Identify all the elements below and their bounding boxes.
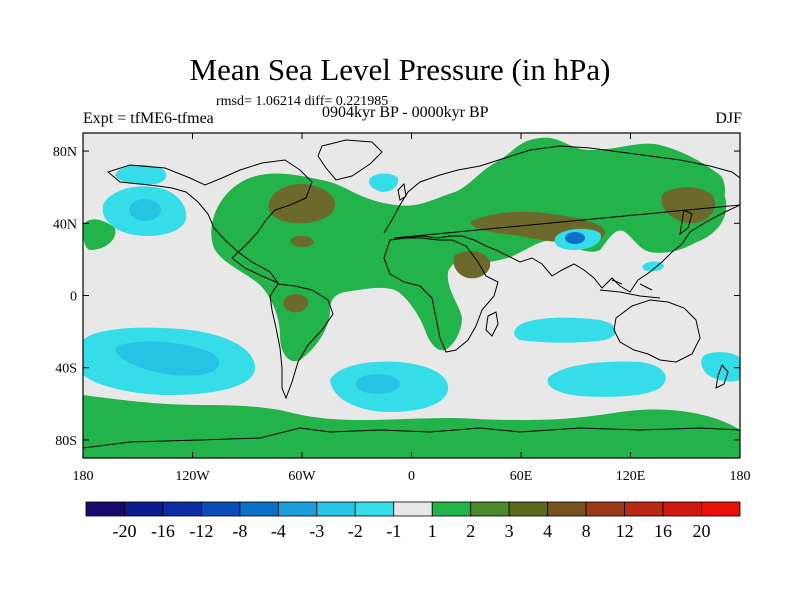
x-tick-label: 60E bbox=[510, 469, 533, 484]
colorbar-label: 4 bbox=[543, 521, 552, 541]
region-south-pacific-low-core bbox=[115, 341, 220, 376]
colorbar-swatch bbox=[701, 501, 741, 517]
y-tick-label: 0 bbox=[70, 290, 77, 305]
x-tick-label: 60W bbox=[288, 469, 316, 484]
colorbar-swatch bbox=[354, 501, 395, 517]
region-indian-ocean-low bbox=[514, 317, 616, 343]
colorbar-label: 2 bbox=[466, 521, 475, 541]
coast-south-america bbox=[269, 283, 334, 400]
chart-title: Mean Sea Level Pressure (in hPa) bbox=[189, 52, 611, 87]
colorbar-label: -3 bbox=[309, 521, 324, 541]
coast-new-zealand bbox=[715, 364, 729, 389]
region-north-pacific-green bbox=[83, 219, 116, 250]
colorbar-swatch bbox=[624, 501, 664, 517]
x-tick-label: 120W bbox=[175, 469, 210, 484]
colorbar-swatch bbox=[277, 501, 318, 517]
region-south-atlantic-low-core bbox=[356, 374, 400, 394]
region-north-atlantic-brown bbox=[268, 183, 335, 224]
region-alaska-low bbox=[115, 164, 167, 185]
colorbar: -20 -16 -12 -8 -4 -3 -2 -1 1 2 3 4 8 12 16 20 bbox=[85, 501, 741, 541]
season-label: DJF bbox=[715, 110, 742, 127]
experiment-label: Expt = tfME6-tfmea bbox=[83, 110, 214, 127]
region-south-america-brown bbox=[283, 294, 309, 313]
region-east-asia-brown bbox=[661, 187, 716, 224]
coast-africa bbox=[383, 237, 499, 353]
colorbar-label: 20 bbox=[693, 521, 711, 541]
region-tibet-low-core bbox=[565, 232, 585, 244]
coast-antarctica bbox=[83, 427, 740, 449]
colorbar-label: -8 bbox=[232, 521, 247, 541]
y-axis: 80N 40N 0 40S 80S bbox=[53, 145, 740, 449]
coast-uk bbox=[397, 182, 407, 201]
colorbar-label: -2 bbox=[348, 521, 363, 541]
colorbar-swatch bbox=[508, 501, 549, 517]
x-tick-label: 120E bbox=[616, 469, 646, 484]
region-north-pacific-low-core bbox=[129, 199, 161, 221]
colorbar-label: 12 bbox=[616, 521, 634, 541]
coast-madagascar bbox=[485, 311, 499, 337]
colorbar-label: 3 bbox=[505, 521, 514, 541]
rmsd-subtitle: rmsd= 1.06214 diff= 0.221985 bbox=[216, 94, 389, 109]
colorbar-label: -1 bbox=[386, 521, 401, 541]
colorbar-label: -20 bbox=[112, 521, 136, 541]
colorbar-label: 16 bbox=[654, 521, 672, 541]
colorbar-swatch bbox=[124, 501, 164, 517]
y-tick-label: 40S bbox=[55, 362, 77, 377]
colorbar-swatch bbox=[470, 501, 510, 517]
coast-eurasia bbox=[383, 145, 740, 293]
colorbar-swatch bbox=[201, 501, 241, 517]
region-west-pacific-low bbox=[642, 261, 664, 272]
y-tick-label: 40N bbox=[53, 217, 77, 232]
region-mid-atlantic-brown bbox=[290, 235, 314, 247]
coast-australia bbox=[613, 299, 701, 363]
x-tick-label: 180 bbox=[730, 469, 751, 484]
coast-north-america bbox=[106, 159, 313, 285]
colorbar-swatch bbox=[585, 501, 625, 517]
x-tick-label: 0 bbox=[408, 469, 415, 484]
colorbar-label: -12 bbox=[189, 521, 213, 541]
coast-japan bbox=[679, 209, 693, 236]
x-axis: 180 120W 60W 0 60E 120E 180 bbox=[73, 133, 751, 484]
colorbar-label: -4 bbox=[271, 521, 286, 541]
coastlines bbox=[83, 139, 740, 449]
colorbar-swatch bbox=[393, 501, 433, 517]
colorbar-swatch bbox=[85, 501, 125, 517]
region-australia-east-low bbox=[701, 352, 740, 382]
colorbar-label: 8 bbox=[582, 521, 591, 541]
colorbar-swatch bbox=[316, 501, 356, 517]
colorbar-swatch bbox=[162, 501, 202, 517]
colorbar-label: 1 bbox=[428, 521, 437, 541]
colorbar-label: -16 bbox=[151, 521, 175, 541]
period-label: 0904kyr BP - 0000kyr BP bbox=[322, 104, 489, 121]
y-tick-label: 80S bbox=[55, 434, 77, 449]
region-southern-ocean-green bbox=[83, 395, 740, 458]
region-greenland-low bbox=[368, 173, 399, 192]
y-tick-label: 80N bbox=[53, 145, 77, 160]
colorbar-swatch bbox=[662, 501, 702, 517]
coast-indonesia bbox=[599, 279, 661, 299]
region-africa-brown bbox=[453, 250, 491, 279]
x-tick-label: 180 bbox=[73, 469, 94, 484]
colorbar-swatch bbox=[431, 501, 472, 517]
region-south-indian-low bbox=[547, 361, 666, 397]
colorbar-swatch bbox=[239, 501, 279, 517]
coast-greenland bbox=[317, 139, 383, 181]
colorbar-swatch bbox=[547, 501, 587, 517]
